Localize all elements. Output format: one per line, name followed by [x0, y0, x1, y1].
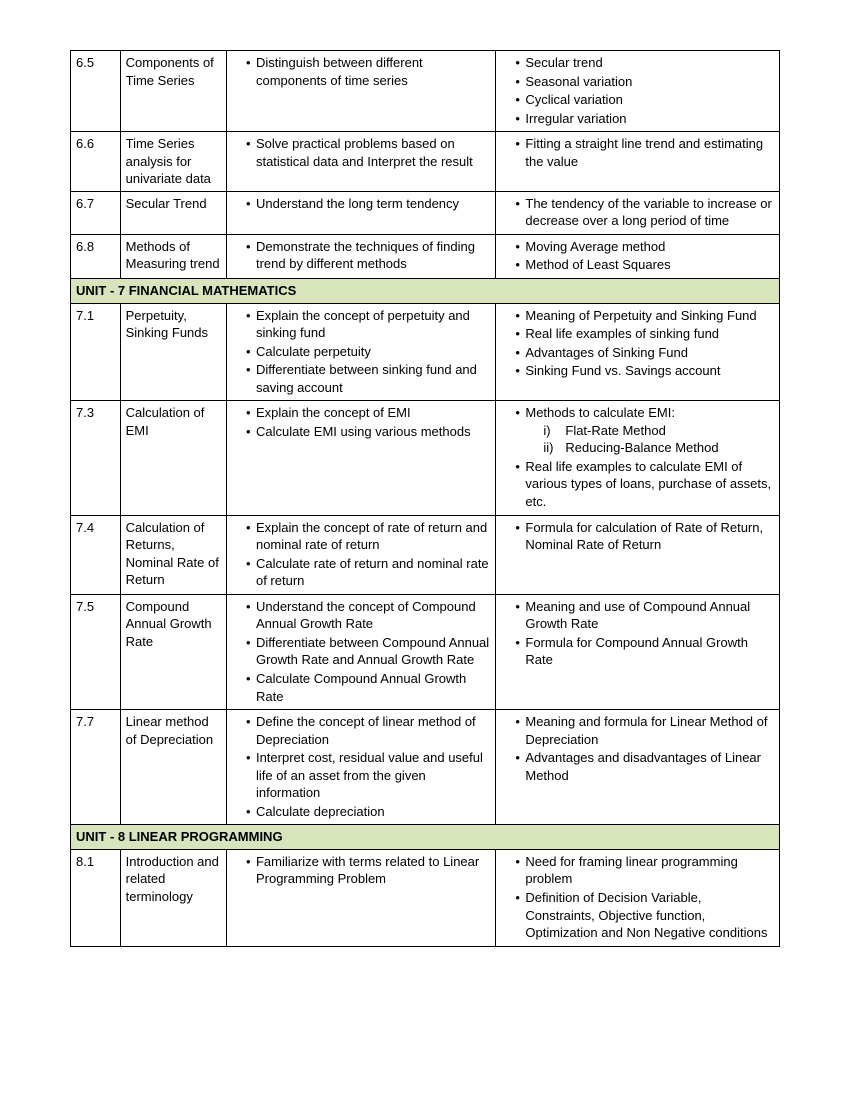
unit-header-row: UNIT - 7 FINANCIAL MATHEMATICS	[71, 279, 780, 304]
table-row: 6.5Components of Time Series Distinguish …	[71, 51, 780, 132]
row-topic: Methods of Measuring trend	[120, 234, 226, 278]
table-row: 6.8Methods of Measuring trend Demonstrate…	[71, 234, 780, 278]
row-number: 7.5	[71, 594, 121, 709]
bullet-item: Seasonal variation	[515, 73, 774, 91]
row-topic: Calculation of Returns, Nominal Rate of …	[120, 515, 226, 594]
learning-outcomes: Explain the concept of EMICalculate EMI …	[226, 401, 495, 515]
learning-outcomes: Demonstrate the techniques of finding tr…	[226, 234, 495, 278]
bullet-item: Cyclical variation	[515, 91, 774, 109]
bullet-item: Understand the long term tendency	[246, 195, 490, 213]
row-number: 7.1	[71, 303, 121, 401]
bullet-item: Formula for Compound Annual Growth Rate	[515, 634, 774, 669]
bullet-item: Real life examples of sinking fund	[515, 325, 774, 343]
row-topic: Time Series analysis for univariate data	[120, 132, 226, 192]
roman-item: ii)Reducing-Balance Method	[543, 439, 774, 457]
bullet-item: Secular trend	[515, 54, 774, 72]
row-number: 7.7	[71, 710, 121, 825]
content-details: Need for framing linear programming prob…	[496, 849, 780, 946]
bullet-item: Define the concept of linear method of D…	[246, 713, 490, 748]
table-row: 6.7Secular Trend Understand the long term…	[71, 191, 780, 234]
row-number: 7.4	[71, 515, 121, 594]
curriculum-table: 6.5Components of Time Series Distinguish …	[70, 50, 780, 947]
bullet-item: Formula for calculation of Rate of Retur…	[515, 519, 774, 554]
bullet-item: Need for framing linear programming prob…	[515, 853, 774, 888]
table-row: 7.4Calculation of Returns, Nominal Rate …	[71, 515, 780, 594]
bullet-item: Calculate depreciation	[246, 803, 490, 821]
content-details: The tendency of the variable to increase…	[496, 191, 780, 234]
bullet-item: Differentiate between sinking fund and s…	[246, 361, 490, 396]
roman-item: i)Flat-Rate Method	[543, 422, 774, 440]
bullet-item: Differentiate between Compound Annual Gr…	[246, 634, 490, 669]
row-topic: Perpetuity, Sinking Funds	[120, 303, 226, 401]
learning-outcomes: Familiarize with terms related to Linear…	[226, 849, 495, 946]
bullet-item: Meaning and formula for Linear Method of…	[515, 713, 774, 748]
bullet-item: Moving Average method	[515, 238, 774, 256]
bullet-item: Advantages of Sinking Fund	[515, 344, 774, 362]
learning-outcomes: Understand the concept of Compound Annua…	[226, 594, 495, 709]
bullet-item: Irregular variation	[515, 110, 774, 128]
bullet-item: Calculate EMI using various methods	[246, 423, 490, 441]
bullet-item: Demonstrate the techniques of finding tr…	[246, 238, 490, 273]
bullet-item: Meaning and use of Compound Annual Growt…	[515, 598, 774, 633]
learning-outcomes: Distinguish between different components…	[226, 51, 495, 132]
bullet-item: Interpret cost, residual value and usefu…	[246, 749, 490, 802]
bullet-item: Sinking Fund vs. Savings account	[515, 362, 774, 380]
row-number: 6.7	[71, 191, 121, 234]
content-details: Formula for calculation of Rate of Retur…	[496, 515, 780, 594]
learning-outcomes: Define the concept of linear method of D…	[226, 710, 495, 825]
bullet-item: Real life examples to calculate EMI of v…	[515, 458, 774, 511]
content-details: Moving Average methodMethod of Least Squ…	[496, 234, 780, 278]
row-number: 6.6	[71, 132, 121, 192]
table-row: 6.6Time Series analysis for univariate d…	[71, 132, 780, 192]
row-topic: Compound Annual Growth Rate	[120, 594, 226, 709]
content-details: Meaning and use of Compound Annual Growt…	[496, 594, 780, 709]
bullet-item: Explain the concept of perpetuity and si…	[246, 307, 490, 342]
row-number: 8.1	[71, 849, 121, 946]
bullet-item: Solve practical problems based on statis…	[246, 135, 490, 170]
bullet-item: Advantages and disadvantages of Linear M…	[515, 749, 774, 784]
bullet-item: Methods to calculate EMI:i)Flat-Rate Met…	[515, 404, 774, 457]
row-number: 7.3	[71, 401, 121, 515]
bullet-item: Familiarize with terms related to Linear…	[246, 853, 490, 888]
row-topic: Components of Time Series	[120, 51, 226, 132]
bullet-item: The tendency of the variable to increase…	[515, 195, 774, 230]
table-row: 7.3Calculation of EMIExplain the concept…	[71, 401, 780, 515]
learning-outcomes: Understand the long term tendency	[226, 191, 495, 234]
row-number: 6.5	[71, 51, 121, 132]
unit-header-row: UNIT - 8 LINEAR PROGRAMMING	[71, 825, 780, 850]
bullet-item: Explain the concept of rate of return an…	[246, 519, 490, 554]
row-topic: Introduction and related terminology	[120, 849, 226, 946]
content-details: Meaning of Perpetuity and Sinking FundRe…	[496, 303, 780, 401]
bullet-item: Calculate Compound Annual Growth Rate	[246, 670, 490, 705]
row-topic: Secular Trend	[120, 191, 226, 234]
bullet-item: Fitting a straight line trend and estima…	[515, 135, 774, 170]
table-row: 7.7Linear method of Depreciation Define t…	[71, 710, 780, 825]
table-row: 7.5Compound Annual Growth Rate Understand…	[71, 594, 780, 709]
unit-header: UNIT - 8 LINEAR PROGRAMMING	[71, 825, 780, 850]
row-topic: Calculation of EMI	[120, 401, 226, 515]
table-row: 7.1Perpetuity, Sinking Funds Explain the …	[71, 303, 780, 401]
bullet-item: Method of Least Squares	[515, 256, 774, 274]
content-details: Meaning and formula for Linear Method of…	[496, 710, 780, 825]
bullet-item: Explain the concept of EMI	[246, 404, 490, 422]
content-details: Fitting a straight line trend and estima…	[496, 132, 780, 192]
bullet-item: Calculate perpetuity	[246, 343, 490, 361]
unit-header: UNIT - 7 FINANCIAL MATHEMATICS	[71, 279, 780, 304]
content-details: Methods to calculate EMI:i)Flat-Rate Met…	[496, 401, 780, 515]
bullet-item: Understand the concept of Compound Annua…	[246, 598, 490, 633]
row-number: 6.8	[71, 234, 121, 278]
bullet-item: Definition of Decision Variable, Constra…	[515, 889, 774, 942]
learning-outcomes: Solve practical problems based on statis…	[226, 132, 495, 192]
bullet-item: Calculate rate of return and nominal rat…	[246, 555, 490, 590]
learning-outcomes: Explain the concept of rate of return an…	[226, 515, 495, 594]
bullet-item: Distinguish between different components…	[246, 54, 490, 89]
table-row: 8.1Introduction and related terminology F…	[71, 849, 780, 946]
row-topic: Linear method of Depreciation	[120, 710, 226, 825]
learning-outcomes: Explain the concept of perpetuity and si…	[226, 303, 495, 401]
bullet-item: Meaning of Perpetuity and Sinking Fund	[515, 307, 774, 325]
content-details: Secular trendSeasonal variationCyclical …	[496, 51, 780, 132]
